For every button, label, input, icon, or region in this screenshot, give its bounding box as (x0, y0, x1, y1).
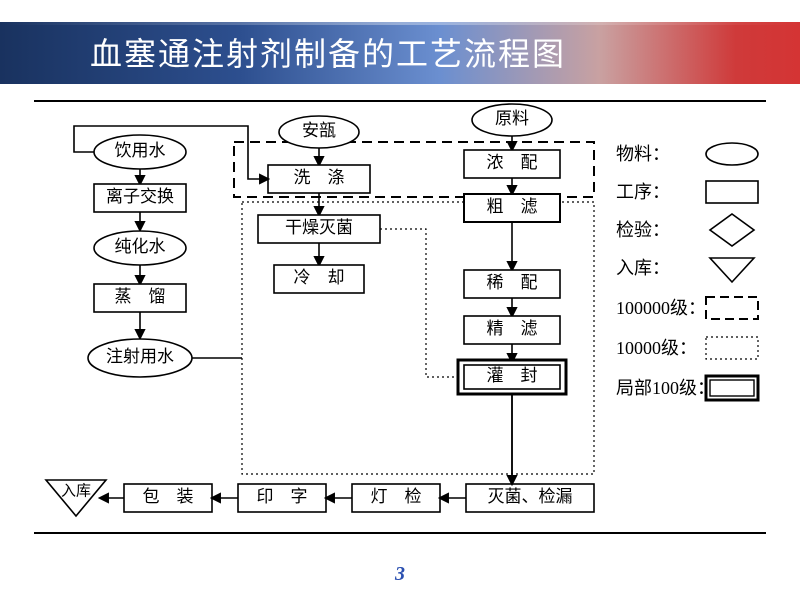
label-fill: 灌 封 (487, 366, 538, 385)
svg-text:局部100级：: 局部100级： (616, 378, 715, 398)
svg-text:物料：: 物料： (616, 144, 670, 164)
label-purified-water: 纯化水 (115, 237, 166, 256)
label-lamp: 灯 检 (371, 487, 422, 506)
flowchart-canvas: 饮用水 离子交换 纯化水 蒸 馏 注射用水 安瓿 洗 涤 干燥灭菌 (34, 100, 766, 534)
label-ampoule: 安瓿 (302, 121, 336, 140)
label-drinking-water: 饮用水 (115, 141, 166, 160)
label-pack: 包 装 (143, 487, 194, 506)
label-sterileak: 灭菌、检漏 (488, 487, 573, 506)
label-coarse-filter: 粗 滤 (487, 197, 538, 216)
label-dilute: 稀 配 (487, 273, 538, 292)
label-distill: 蒸 馏 (115, 287, 166, 306)
page-title: 血塞通注射剂制备的工艺流程图 (90, 29, 566, 75)
label-print: 印 字 (257, 487, 308, 506)
edge-purified-to-wash2 (186, 179, 268, 248)
svg-text:工序：: 工序： (616, 182, 670, 202)
label-stockin: 入库 (61, 482, 91, 499)
svg-text:10000级：: 10000级： (616, 338, 697, 358)
edge-dry-to-fill (380, 229, 458, 377)
edge-fill-to-sterileak (512, 394, 574, 496)
label-ion-exchange: 离子交换 (106, 187, 174, 206)
edge-wfi-to-dilute (192, 284, 464, 358)
label-raw: 原料 (495, 109, 529, 128)
label-wash: 洗 涤 (294, 168, 345, 187)
edge-cool-to-fill (319, 293, 458, 377)
label-concentrate: 浓 配 (487, 153, 538, 172)
svg-text:入库：: 入库： (616, 258, 670, 278)
label-wfi: 注射用水 (106, 347, 174, 366)
label-dry-sterilize: 干燥灭菌 (285, 218, 353, 237)
page-number: 3 (0, 563, 800, 586)
label-cool: 冷 却 (294, 268, 345, 287)
svg-text:100000级：: 100000级： (616, 298, 706, 318)
svg-text:检验：: 检验： (616, 220, 670, 240)
label-fine-filter: 精 滤 (487, 319, 538, 338)
legend: 物料： 工序： 检验： 入库： 100000级： 10000级： 局部100级： (616, 143, 758, 400)
